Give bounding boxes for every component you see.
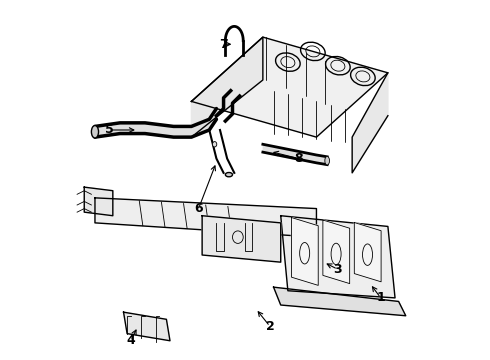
Ellipse shape	[213, 141, 217, 147]
Polygon shape	[323, 220, 350, 284]
Text: 6: 6	[194, 202, 203, 215]
Text: 3: 3	[334, 263, 342, 276]
Text: 4: 4	[126, 334, 135, 347]
Polygon shape	[95, 198, 317, 237]
Ellipse shape	[92, 126, 98, 138]
Polygon shape	[192, 37, 263, 137]
Polygon shape	[123, 312, 170, 341]
Ellipse shape	[325, 157, 329, 165]
Text: 8: 8	[294, 152, 303, 165]
Polygon shape	[192, 37, 388, 137]
Polygon shape	[202, 216, 281, 262]
Polygon shape	[273, 287, 406, 316]
Ellipse shape	[225, 172, 232, 177]
Text: 1: 1	[376, 291, 385, 305]
Polygon shape	[292, 217, 318, 285]
Polygon shape	[354, 222, 381, 282]
Text: 7: 7	[219, 38, 228, 51]
Polygon shape	[281, 216, 395, 298]
Text: 2: 2	[266, 320, 274, 333]
Polygon shape	[352, 73, 388, 173]
Text: 5: 5	[105, 123, 114, 136]
Polygon shape	[84, 187, 113, 216]
